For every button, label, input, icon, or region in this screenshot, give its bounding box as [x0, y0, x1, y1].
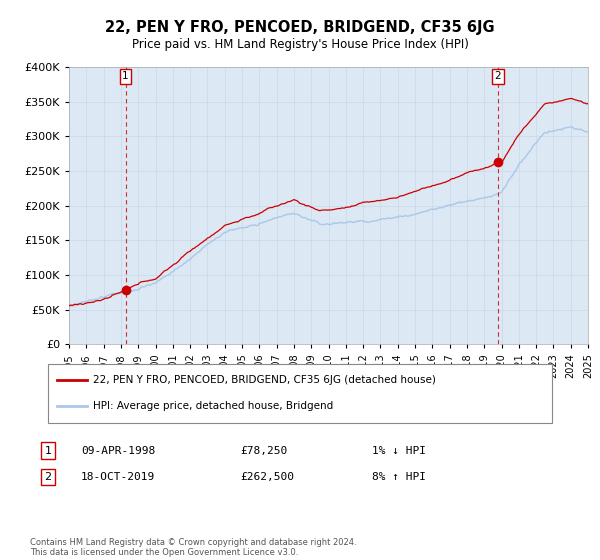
Text: £78,250: £78,250 [240, 446, 287, 456]
Text: HPI: Average price, detached house, Bridgend: HPI: Average price, detached house, Brid… [93, 402, 333, 412]
Text: £262,500: £262,500 [240, 472, 294, 482]
Text: 2: 2 [44, 472, 52, 482]
Text: 1: 1 [122, 71, 129, 81]
Text: 18-OCT-2019: 18-OCT-2019 [81, 472, 155, 482]
Text: Price paid vs. HM Land Registry's House Price Index (HPI): Price paid vs. HM Land Registry's House … [131, 38, 469, 51]
Text: 2: 2 [495, 71, 502, 81]
Text: 22, PEN Y FRO, PENCOED, BRIDGEND, CF35 6JG (detached house): 22, PEN Y FRO, PENCOED, BRIDGEND, CF35 6… [93, 375, 436, 385]
Text: 09-APR-1998: 09-APR-1998 [81, 446, 155, 456]
Text: 1% ↓ HPI: 1% ↓ HPI [372, 446, 426, 456]
Text: 8% ↑ HPI: 8% ↑ HPI [372, 472, 426, 482]
Text: Contains HM Land Registry data © Crown copyright and database right 2024.
This d: Contains HM Land Registry data © Crown c… [30, 538, 356, 557]
Text: 22, PEN Y FRO, PENCOED, BRIDGEND, CF35 6JG: 22, PEN Y FRO, PENCOED, BRIDGEND, CF35 6… [105, 20, 495, 35]
Text: 1: 1 [44, 446, 52, 456]
